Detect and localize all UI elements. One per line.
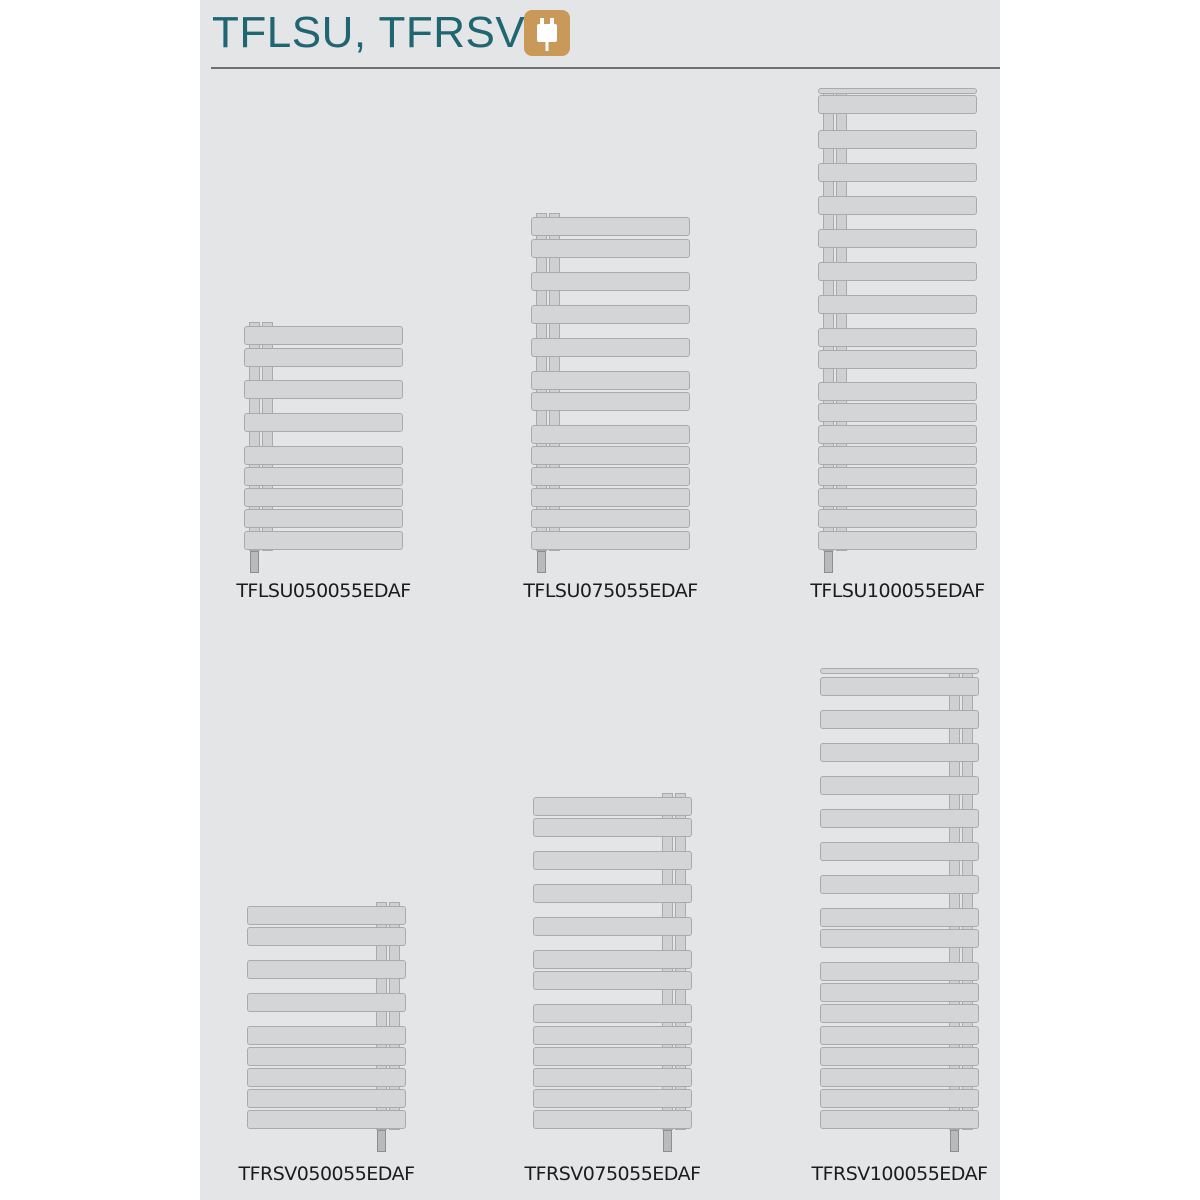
model-label: TFRSV050055EDAF	[238, 1163, 415, 1185]
radiator-panel	[818, 295, 977, 314]
radiator-panel	[820, 743, 979, 762]
radiator-panel	[820, 776, 979, 795]
radiator-panel	[533, 1110, 692, 1129]
radiator-panel	[820, 875, 979, 894]
heating-element-valve	[537, 551, 546, 573]
radiator-panel	[818, 509, 977, 528]
model-label: TFLSU075055EDAF	[523, 580, 698, 602]
radiator-panel	[531, 272, 690, 291]
radiator-panel	[247, 1047, 406, 1066]
radiator-panel	[533, 851, 692, 870]
radiator-panel	[818, 382, 977, 401]
electric-plug-icon	[524, 10, 570, 56]
radiator-pipe	[389, 902, 400, 1130]
radiator-panel	[533, 1026, 692, 1045]
radiator-panel	[820, 1047, 979, 1066]
radiator-panel	[818, 95, 977, 114]
radiator-panel	[820, 1004, 979, 1023]
header-divider	[211, 67, 1000, 69]
radiator-panel	[531, 488, 690, 507]
radiator-panel	[244, 413, 403, 432]
radiator-panel	[247, 960, 406, 979]
radiator-panel	[244, 488, 403, 507]
radiator-panel	[247, 1068, 406, 1087]
heating-element-valve	[377, 1130, 386, 1152]
radiator-panel	[818, 196, 977, 215]
heating-element-valve	[663, 1130, 672, 1152]
radiator-panel	[533, 950, 692, 969]
radiator-panel	[820, 809, 979, 828]
radiator-panel	[820, 710, 979, 729]
radiator-panel	[533, 971, 692, 990]
radiator-panel	[531, 425, 690, 444]
radiator-panel	[820, 1089, 979, 1108]
radiator-panel	[533, 818, 692, 837]
page-title: TFLSU, TFRSV	[212, 8, 526, 57]
radiator-pipe	[249, 322, 260, 551]
radiator-panel	[244, 348, 403, 367]
radiator-panel	[247, 906, 406, 925]
radiator-panel	[818, 328, 977, 347]
radiator-panel	[247, 993, 406, 1012]
radiator-panel	[820, 1068, 979, 1087]
radiator-panel	[531, 338, 690, 357]
radiator-panel	[531, 531, 690, 550]
radiator-panel	[533, 1047, 692, 1066]
radiator-pipe	[262, 322, 273, 551]
radiator-panel	[533, 884, 692, 903]
model-label: TFLSU100055EDAF	[810, 580, 985, 602]
radiator-panel	[820, 1110, 979, 1129]
radiator-panel	[533, 1089, 692, 1108]
radiator-panel	[531, 509, 690, 528]
radiator-top-rail	[820, 668, 979, 674]
radiator-panel	[244, 531, 403, 550]
radiator-panel	[818, 425, 977, 444]
radiator-panel	[533, 1068, 692, 1087]
radiator-panel	[531, 305, 690, 324]
radiator-panel	[818, 403, 977, 422]
radiator-panel	[247, 1026, 406, 1045]
radiator-panel	[818, 531, 977, 550]
radiator-panel	[247, 1110, 406, 1129]
radiator-panel	[247, 1089, 406, 1108]
radiator-panel	[820, 908, 979, 927]
radiator-panel	[820, 842, 979, 861]
radiator-panel	[531, 217, 690, 236]
radiator-panel	[818, 350, 977, 369]
model-label: TFRSV075055EDAF	[524, 1163, 701, 1185]
radiator-panel	[244, 446, 403, 465]
radiator-panel	[244, 467, 403, 486]
radiator-panel	[820, 983, 979, 1002]
radiator-panel	[818, 130, 977, 149]
radiator-top-rail	[818, 88, 977, 94]
radiator-panel	[247, 927, 406, 946]
radiator-panel	[818, 488, 977, 507]
radiator-panel	[533, 917, 692, 936]
model-label: TFRSV100055EDAF	[811, 1163, 988, 1185]
heating-element-valve	[950, 1130, 959, 1152]
radiator-panel	[820, 962, 979, 981]
model-label: TFLSU050055EDAF	[236, 580, 411, 602]
radiator-panel	[531, 467, 690, 486]
radiator-panel	[244, 509, 403, 528]
radiator-panel	[531, 371, 690, 390]
radiator-panel	[531, 392, 690, 411]
radiator-panel	[533, 1004, 692, 1023]
radiator-panel	[531, 239, 690, 258]
radiator-panel	[531, 446, 690, 465]
heating-element-valve	[250, 551, 259, 573]
radiator-panel	[533, 797, 692, 816]
radiator-panel	[818, 163, 977, 182]
radiator-panel	[818, 262, 977, 281]
heating-element-valve	[824, 551, 833, 573]
radiator-panel	[244, 380, 403, 399]
radiator-panel	[820, 929, 979, 948]
radiator-panel	[818, 446, 977, 465]
radiator-panel	[818, 467, 977, 486]
radiator-panel	[820, 1026, 979, 1045]
radiator-panel	[244, 326, 403, 345]
radiator-panel	[820, 677, 979, 696]
radiator-panel	[818, 229, 977, 248]
radiator-pipe	[376, 902, 387, 1130]
